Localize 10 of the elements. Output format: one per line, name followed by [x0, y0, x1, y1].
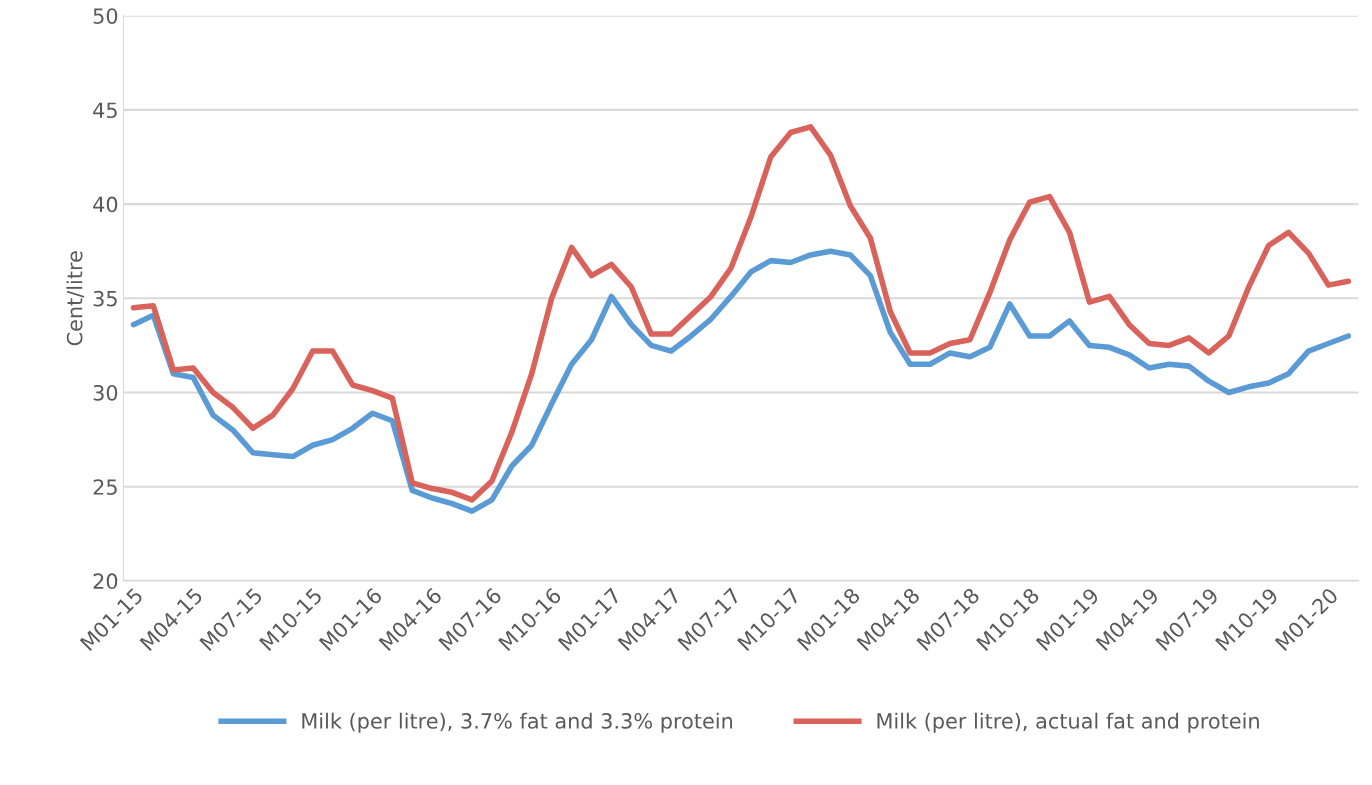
y-tick-label: 30	[93, 384, 118, 401]
y-tick-label: 45	[93, 102, 117, 119]
y-tick-label: 40	[93, 196, 118, 213]
legend-label: Milk (per litre), 3.7% fat and 3.3% protein	[302, 712, 733, 733]
y-tick-label: 25	[93, 479, 117, 495]
legend-label: Milk (per litre), actual fat and protein	[877, 712, 1259, 733]
y-tick-label: 50	[93, 8, 118, 24]
y-tick-label: 20	[93, 573, 118, 590]
y-axis-title: Cent/litre	[66, 251, 85, 346]
y-tick-label: 35	[93, 290, 117, 307]
